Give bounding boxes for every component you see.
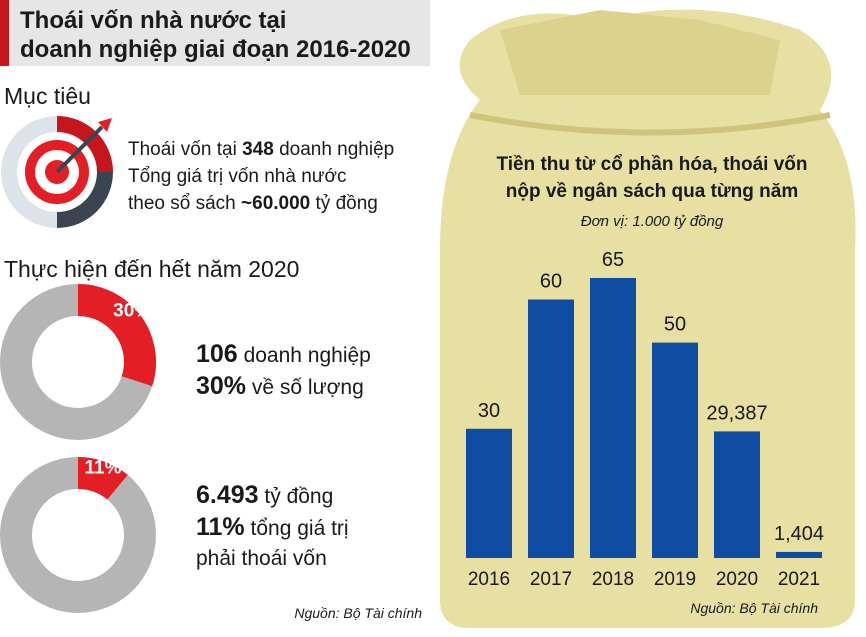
text-part: tổng giá trị (251, 517, 349, 540)
title-line: doanh nghiệp giai đoạn 2016-2020 (20, 36, 411, 63)
bar (528, 299, 574, 558)
result-text: 30% về số lượng (196, 372, 364, 400)
bag-tie (469, 112, 831, 136)
goal-text: theo sổ sách ~60.000 tỷ đồng (128, 193, 378, 214)
text-part: ~60.000 (241, 193, 310, 214)
donut-slice (78, 457, 128, 500)
chart-title: Tiền thu từ cổ phần hóa, thoái vốn (496, 154, 807, 175)
slice-label: 11% (85, 458, 122, 479)
text-part: tỷ đồng (316, 193, 378, 214)
bar (714, 431, 760, 558)
value-label: 30 (478, 400, 500, 422)
bar (652, 342, 698, 558)
bar (590, 278, 636, 558)
text-part: doanh nghiệp (279, 139, 394, 160)
result-heading: Thực hiện đến hết năm 2020 (4, 256, 299, 282)
bar (776, 551, 822, 558)
x-tick-label: 2017 (530, 569, 572, 590)
x-tick-label: 2019 (654, 569, 696, 590)
result-text: 11% tổng giá trị (196, 513, 349, 541)
result-text: 6.493 tỷ đồng (196, 481, 333, 509)
source: Nguồn: Bộ Tài chính (690, 600, 818, 616)
text-part: về số lượng (252, 376, 364, 399)
value-label: 50 (664, 314, 686, 336)
result-text: phải thoái vốn (196, 547, 327, 570)
text-part: 106 (196, 340, 238, 368)
x-tick-label: 2018 (592, 569, 634, 590)
chart-title: nộp về ngân sách qua từng năm (506, 181, 798, 202)
header-accent (0, 0, 9, 66)
text-part: 11% (196, 513, 245, 541)
source: Nguồn: Bộ Tài chính (294, 605, 422, 621)
text-part: 348 (242, 139, 274, 160)
goal-heading: Mục tiêu (4, 83, 91, 109)
donut-rest (0, 457, 156, 613)
goal-text: Tổng giá trị vốn nhà nước (128, 166, 346, 187)
text-part: 6.493 (196, 481, 259, 509)
text-part: 30% (196, 372, 246, 400)
value-label: 1,404 (774, 523, 824, 545)
text-part: Thoái vốn tại (128, 139, 237, 160)
x-tick-label: 2016 (468, 569, 510, 590)
x-tick-label: 2020 (716, 569, 758, 590)
header-bg (0, 0, 430, 66)
target-icon (1, 116, 113, 228)
value-label: 60 (540, 271, 562, 293)
text-part: doanh nghiệp (244, 344, 371, 367)
title-line: Thoái vốn nhà nước tại (20, 7, 286, 34)
value-label: 29,387 (706, 402, 767, 424)
text-part: theo sổ sách (128, 193, 236, 214)
donut-slice (78, 284, 156, 387)
goal-text: Thoái vốn tại 348 doanh nghiệp (128, 139, 394, 160)
chart-subtitle: Đơn vị: 1.000 tỷ đồng (581, 213, 724, 230)
slice-label: 30% (113, 301, 151, 322)
value-label: 65 (602, 249, 624, 271)
result-text: 106 doanh nghiệp (196, 340, 371, 368)
x-tick-label: 2021 (778, 569, 820, 590)
text-part: tỷ đồng (264, 485, 333, 508)
bar (466, 428, 512, 558)
money-stack (500, 10, 780, 95)
